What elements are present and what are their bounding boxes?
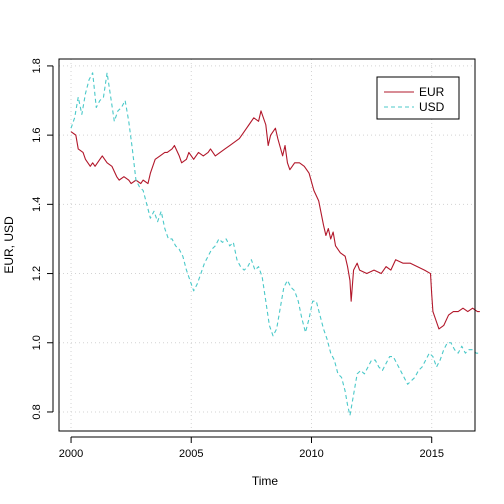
series-layer bbox=[70, 72, 480, 416]
y-tick-label-5: 1.8 bbox=[31, 58, 43, 73]
series-line-usd bbox=[70, 72, 480, 416]
y-tick-label-4: 1.6 bbox=[31, 127, 43, 142]
legend-label-eur: EUR bbox=[419, 85, 445, 99]
x-tick-label-3: 2015 bbox=[419, 448, 443, 460]
legend-label-usd: USD bbox=[419, 100, 445, 114]
x-axis: 2000 2005 2010 2015 bbox=[59, 436, 444, 460]
legend: EUR USD bbox=[376, 76, 460, 120]
y-axis-title: EUR, USD bbox=[2, 216, 16, 274]
legend-box bbox=[376, 76, 460, 120]
y-tick-label-0: 0.8 bbox=[31, 404, 43, 419]
x-tick-label-1: 2005 bbox=[179, 448, 203, 460]
plot-frame bbox=[58, 58, 476, 432]
y-tick-label-1: 1.0 bbox=[31, 335, 43, 350]
y-axis: 0.8 1.0 1.2 1.4 1.6 1.8 bbox=[31, 58, 54, 420]
x-axis-title: Time bbox=[252, 474, 279, 488]
x-tick-label-2: 2010 bbox=[299, 448, 323, 460]
y-tick-label-3: 1.4 bbox=[31, 197, 43, 212]
series-line-eur bbox=[70, 110, 480, 330]
y-tick-label-2: 1.2 bbox=[31, 266, 43, 281]
x-tick-label-0: 2000 bbox=[59, 448, 83, 460]
